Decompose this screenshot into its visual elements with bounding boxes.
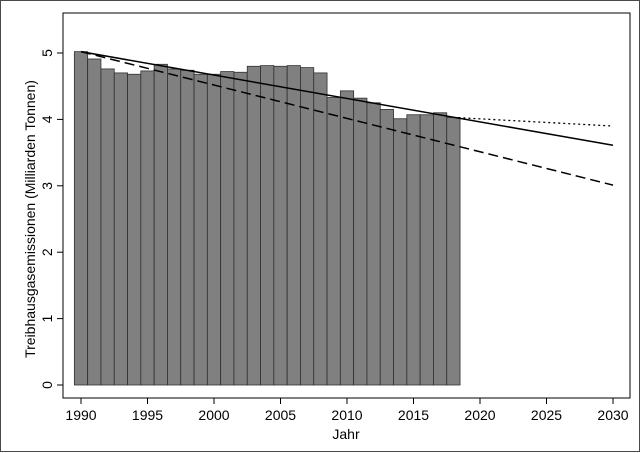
bar-2008: [313, 72, 328, 386]
bar-2005: [273, 65, 288, 386]
x-tick-label-2025: 2025: [531, 407, 562, 423]
bar-2004: [260, 65, 275, 386]
bar-1997: [167, 68, 182, 386]
y-tick-label-5: 5: [39, 49, 55, 57]
trend-lines-layer: [80, 50, 614, 186]
bar-2011: [353, 97, 368, 386]
bar-1991: [87, 58, 102, 386]
x-tick-label-1995: 1995: [132, 407, 163, 423]
y-tick-label-4: 4: [39, 115, 55, 123]
bar-2010: [339, 90, 355, 386]
bar-2015: [406, 114, 421, 386]
bar-1992: [100, 68, 115, 386]
bar-2001: [220, 71, 235, 386]
bar-1996: [153, 63, 168, 386]
bar-2013: [379, 109, 394, 386]
y-tick-label-1: 1: [39, 314, 55, 322]
bar-2003: [246, 65, 261, 386]
bar-1998: [180, 69, 195, 386]
x-tick-label-2010: 2010: [331, 407, 362, 423]
bar-2006: [286, 65, 301, 386]
x-tick-label-1990: 1990: [65, 407, 96, 423]
trend-line-dashed: [80, 50, 614, 186]
x-tick-label-2005: 2005: [265, 407, 296, 423]
bars-layer: [73, 51, 461, 386]
y-tick-label-2: 2: [39, 248, 55, 256]
bar-1999: [193, 73, 208, 386]
bar-1990: [73, 51, 89, 386]
x-tick-label-2000: 2000: [198, 407, 229, 423]
bar-2002: [233, 71, 248, 386]
x-axis-label: Jahr: [332, 426, 360, 442]
y-tick-label-3: 3: [39, 182, 55, 190]
x-tick-label-2015: 2015: [398, 407, 429, 423]
trend-line-solid: [80, 50, 614, 147]
bar-2012: [366, 102, 381, 386]
y-tick-label-0: 0: [39, 381, 55, 389]
bar-2016: [419, 114, 434, 386]
trend-line-dotted: [453, 116, 614, 127]
bar-2007: [300, 67, 315, 386]
bar-1994: [127, 73, 142, 386]
bar-2018: [446, 117, 461, 386]
bar-1993: [113, 72, 128, 386]
bar-2017: [433, 112, 448, 386]
bar-2009: [326, 97, 341, 386]
bar-2014: [393, 118, 408, 386]
x-tick-label-2030: 2030: [597, 407, 628, 423]
x-tick-label-2020: 2020: [464, 407, 495, 423]
bar-1995: [140, 70, 155, 386]
y-axis-label: Treibhausgasemissionen (Milliarden Tonne…: [22, 80, 38, 358]
bar-2000: [206, 73, 222, 386]
axes-layer: 1990 1995 2000 2005 2010 2015 2020 2025 2030 0 1 2 3…: [39, 49, 629, 423]
